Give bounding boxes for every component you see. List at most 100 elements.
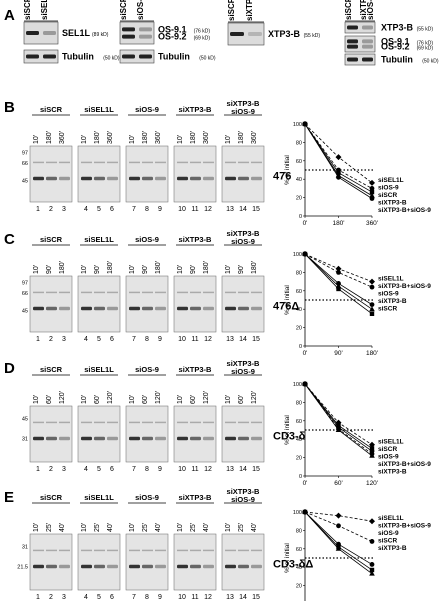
- gel-band: [177, 176, 188, 181]
- time-label: 10': [177, 395, 184, 404]
- gel-band: [225, 306, 236, 311]
- lane-number: 6: [110, 594, 114, 601]
- condition-label: siXTP3-B: [179, 105, 213, 114]
- protein-label: XTP3-B: [268, 29, 301, 39]
- panel-letter-a: A: [4, 7, 15, 24]
- lane-number: 13: [226, 206, 234, 213]
- data-point: [369, 446, 375, 451]
- gel-band: [142, 436, 153, 441]
- series-label: siXTP3-B+siOS-9: [378, 207, 431, 214]
- protein-label: SEL1L: [62, 28, 91, 38]
- protein-label: Tubulin: [158, 52, 190, 62]
- gel-band: [155, 306, 166, 311]
- series-line: [304, 511, 373, 571]
- gel-band: [190, 421, 201, 424]
- time-label: 120': [251, 391, 258, 404]
- gel-band: [107, 161, 118, 164]
- condition-label: siXTP3-B: [179, 235, 213, 244]
- condition-label: siOS-9: [135, 105, 159, 114]
- gel-band: [177, 291, 188, 294]
- y-axis-label: % of initial: [284, 543, 291, 573]
- protein-label: Tubulin: [381, 55, 413, 65]
- gel-band: [155, 161, 166, 164]
- gel-band: [81, 549, 92, 552]
- y-tick-label: 40: [296, 437, 302, 443]
- gel-band: [190, 176, 201, 181]
- gel-band: [203, 176, 214, 181]
- time-label: 180': [94, 131, 101, 144]
- blot-band: [362, 39, 373, 44]
- gel-band: [107, 306, 118, 311]
- gel-band: [107, 176, 118, 181]
- mw-marker: 45: [22, 416, 28, 422]
- gel-band: [203, 161, 214, 164]
- gel-band: [251, 176, 262, 181]
- time-label: 180': [251, 261, 258, 274]
- kd-label: (55 kD): [304, 33, 321, 39]
- time-label: 60': [190, 395, 197, 404]
- x-tick-label: 180': [332, 220, 344, 227]
- x-tick-label: 60': [334, 480, 342, 487]
- gel-image: [173, 533, 217, 591]
- gel-band: [225, 436, 236, 441]
- protein-label: OS-9.2: [158, 32, 187, 42]
- condition-label: siXTP3-B: [227, 487, 261, 496]
- lane-number: 2: [49, 206, 53, 213]
- data-point: [369, 570, 375, 576]
- condition-label: siOS-9: [135, 365, 159, 374]
- condition-label: siOS-9: [135, 235, 159, 244]
- protein-label: OS-9.2: [381, 42, 410, 52]
- gel-band: [81, 291, 92, 294]
- data-point: [335, 545, 342, 551]
- lane-number: 6: [110, 466, 114, 473]
- lane-number: 1: [36, 466, 40, 473]
- time-label: 10': [129, 523, 136, 532]
- gel-band: [94, 176, 105, 181]
- series-line: [304, 123, 373, 199]
- lane-number: 3: [62, 336, 66, 343]
- lane-number: 13: [226, 466, 234, 473]
- series-line: [304, 383, 373, 455]
- lane-number: 8: [145, 466, 149, 473]
- time-label: 10': [177, 265, 184, 274]
- time-label: 10': [81, 135, 88, 144]
- gel-band: [107, 291, 118, 294]
- gel-band: [94, 291, 105, 294]
- panel-a-group-3: siSCR siXTP3-B XTP3-B (55 kD): [227, 0, 321, 46]
- lane-label: siXTP3-B: [245, 0, 254, 21]
- lane-number: 10: [178, 466, 186, 473]
- lane-number: 10: [178, 594, 186, 601]
- gel-band: [225, 291, 236, 294]
- lane-label: siOS-9: [366, 0, 375, 20]
- gel-band: [225, 176, 236, 181]
- y-tick-label: 60: [296, 547, 302, 553]
- lane-number: 7: [132, 594, 136, 601]
- gel-band: [59, 436, 70, 441]
- gel-band: [46, 549, 57, 552]
- lane-number: 10: [178, 206, 186, 213]
- condition-label: siOS-9: [231, 237, 255, 246]
- gel-band: [251, 564, 262, 569]
- mw-marker: 97: [22, 151, 28, 157]
- time-label: 40': [251, 523, 258, 532]
- gel-band: [238, 161, 249, 164]
- data-point: [302, 121, 308, 127]
- gel-band: [94, 421, 105, 424]
- condition-label: siOS-9: [231, 495, 255, 504]
- lane-number: 9: [158, 466, 162, 473]
- y-axis-label: % of initial: [284, 155, 291, 185]
- time-label: 120': [155, 391, 162, 404]
- gel-band: [225, 161, 236, 164]
- gel-band: [142, 161, 153, 164]
- gel-image: [125, 275, 169, 333]
- time-label: 180': [107, 261, 114, 274]
- data-point: [369, 452, 375, 458]
- gel-band: [225, 564, 236, 569]
- gel-image: [173, 405, 217, 463]
- lane-number: 9: [158, 206, 162, 213]
- kd-label: (50 kD): [199, 56, 216, 62]
- condition-label: siXTP3-B: [179, 493, 213, 502]
- lane-label: siSEL1L: [40, 0, 49, 20]
